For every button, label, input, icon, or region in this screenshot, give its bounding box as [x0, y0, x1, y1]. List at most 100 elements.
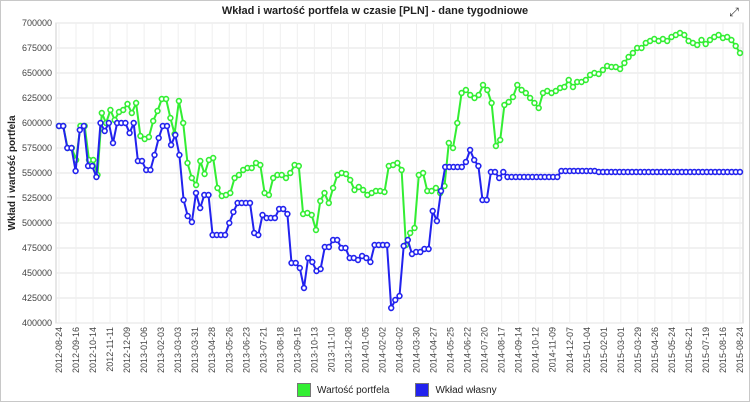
data-point-0 — [162, 95, 170, 103]
data-point-1 — [334, 236, 341, 244]
data-point-1 — [425, 245, 432, 253]
data-point-1 — [367, 258, 374, 266]
data-point-0 — [663, 37, 671, 45]
data-point-1 — [184, 212, 191, 220]
x-tick-label: 2013-03-03 — [173, 327, 183, 373]
data-point-0 — [693, 41, 701, 49]
legend-item-wklad[interactable]: Wkład własny — [415, 383, 497, 397]
x-tick-label: 2015-05-24 — [667, 327, 677, 373]
data-point-1 — [491, 168, 499, 176]
data-point-1 — [197, 204, 204, 212]
y-tick-label: 675000 — [22, 43, 52, 53]
y-tick-label: 550000 — [22, 168, 52, 178]
x-tick-label: 2015-08-24 — [735, 327, 745, 373]
legend-swatch-wklad — [415, 383, 430, 397]
x-tick-label: 2014-09-14 — [514, 327, 524, 373]
x-tick-label: 2014-03-30 — [412, 327, 422, 373]
data-point-0 — [467, 91, 474, 99]
data-point-1 — [736, 168, 744, 176]
data-point-1 — [429, 207, 436, 215]
data-point-1 — [317, 265, 324, 273]
data-point-0 — [526, 94, 534, 102]
data-point-1 — [226, 219, 233, 227]
data-point-1 — [259, 211, 266, 219]
x-tick-label: 2014-12-07 — [565, 327, 575, 373]
x-tick-label: 2014-03-02 — [395, 327, 405, 373]
data-point-0 — [98, 109, 106, 117]
x-tick-label: 2014-10-12 — [531, 327, 541, 373]
data-point-0 — [257, 161, 264, 169]
data-point-0 — [625, 53, 632, 61]
data-point-0 — [475, 91, 482, 99]
data-point-0 — [432, 184, 440, 192]
data-point-1 — [80, 122, 88, 130]
data-point-0 — [407, 229, 414, 237]
data-point-1 — [466, 146, 474, 154]
data-point-0 — [235, 171, 243, 179]
data-point-0 — [381, 188, 388, 196]
x-tick-label: 2014-07-20 — [480, 327, 490, 373]
data-point-1 — [309, 258, 316, 266]
data-point-0 — [210, 154, 217, 162]
data-point-1 — [255, 231, 262, 239]
data-point-0 — [321, 189, 328, 197]
data-point-0 — [531, 99, 538, 107]
data-point-0 — [723, 33, 731, 41]
y-tick-label: 650000 — [22, 68, 52, 78]
data-point-1 — [97, 119, 104, 127]
data-point-0 — [488, 99, 495, 107]
data-point-1 — [500, 168, 507, 176]
legend-item-wartosc[interactable]: Wartość portfela — [297, 383, 389, 397]
data-point-0 — [214, 184, 221, 192]
data-point-0 — [351, 186, 358, 194]
data-point-1 — [130, 119, 137, 127]
data-point-1 — [496, 174, 503, 182]
data-point-0 — [561, 83, 568, 91]
x-tick-label: 2014-06-22 — [463, 327, 473, 373]
data-point-1 — [230, 208, 237, 216]
data-point-1 — [404, 236, 411, 244]
y-tick-label: 625000 — [22, 93, 52, 103]
data-point-0 — [325, 199, 332, 207]
y-tick-label: 600000 — [22, 118, 52, 128]
data-point-1 — [167, 141, 175, 149]
x-tick-label: 2015-08-16 — [718, 327, 728, 373]
data-point-1 — [172, 131, 179, 139]
data-point-1 — [483, 196, 490, 204]
data-point-1 — [246, 199, 254, 207]
data-point-0 — [732, 42, 739, 50]
data-point-0 — [175, 97, 183, 105]
data-point-1 — [458, 163, 465, 171]
chart-title: Wkład i wartość portfela w czasie [PLN] … — [221, 5, 529, 17]
data-point-0 — [201, 170, 208, 178]
x-tick-label: 2015-03-01 — [616, 327, 626, 373]
data-point-1 — [354, 256, 362, 264]
data-point-1 — [392, 296, 399, 304]
data-point-0 — [702, 40, 709, 48]
data-point-1 — [88, 162, 96, 170]
data-point-0 — [137, 132, 144, 140]
y-tick-label: 500000 — [22, 218, 52, 228]
x-tick-label: 2015-04-26 — [650, 327, 660, 373]
legend-swatch-wartosc — [297, 383, 311, 397]
data-point-0 — [518, 86, 525, 94]
expand-icon[interactable]: ⤢ — [729, 5, 739, 19]
x-tick-label: 2015-06-21 — [684, 327, 694, 373]
data-point-0 — [197, 157, 204, 165]
data-point-0 — [681, 31, 688, 39]
data-point-1 — [383, 241, 391, 249]
x-tick-label: 2012-11-11 — [105, 327, 115, 372]
data-point-0 — [736, 49, 744, 57]
data-point-0 — [569, 83, 577, 91]
data-point-0 — [419, 169, 427, 177]
data-point-0 — [167, 114, 174, 122]
data-point-1 — [163, 122, 171, 130]
data-point-0 — [308, 211, 315, 219]
data-point-0 — [312, 226, 320, 234]
x-tick-label: 2013-12-08 — [343, 327, 353, 373]
x-tick-label: 2013-10-13 — [309, 327, 319, 373]
data-point-0 — [270, 174, 277, 182]
data-point-1 — [471, 156, 478, 164]
